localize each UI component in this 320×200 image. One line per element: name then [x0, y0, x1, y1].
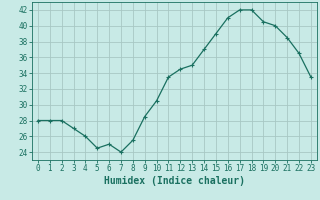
X-axis label: Humidex (Indice chaleur): Humidex (Indice chaleur) — [104, 176, 245, 186]
